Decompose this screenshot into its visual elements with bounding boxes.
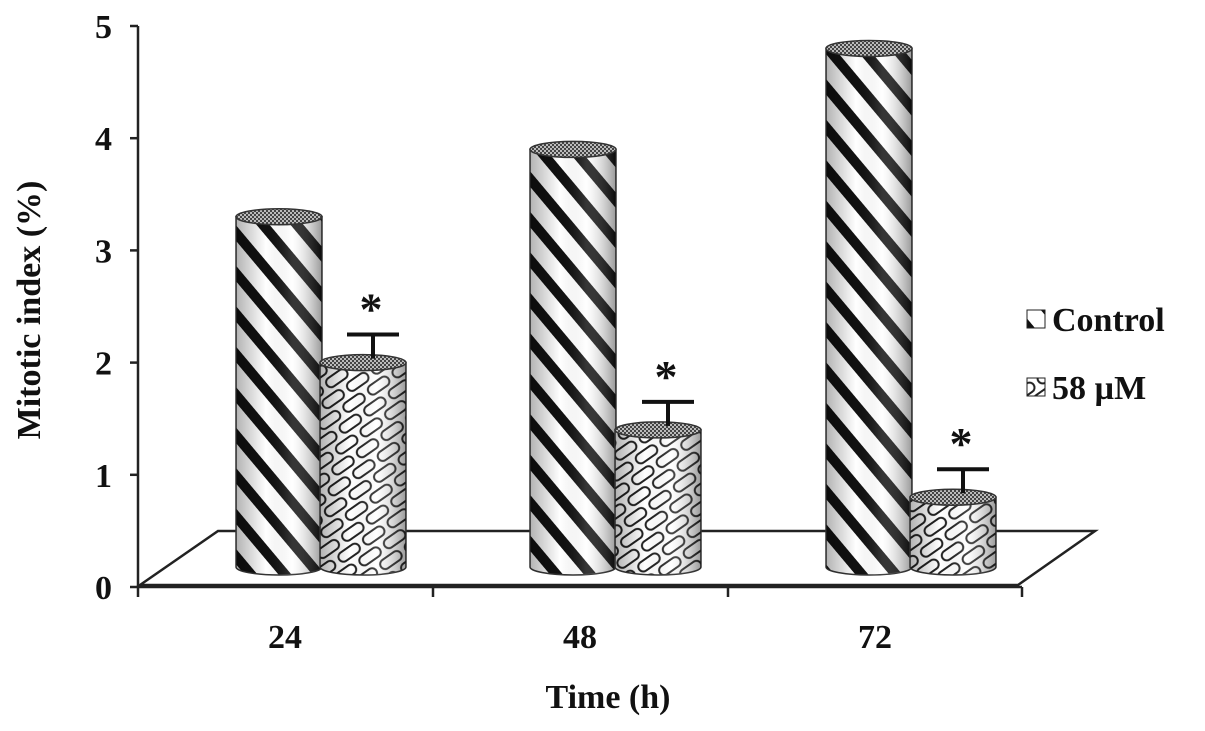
x-tick-label: 24 [268,619,302,656]
y-tick-label: 0 [95,570,112,607]
legend-label-treated: 58 µM [1052,370,1146,407]
y-tick-label: 1 [95,458,112,495]
y-tick-label: 5 [95,9,112,46]
significance-star: * [360,284,383,335]
y-tick-label: 4 [95,121,112,158]
x-axis-title: Time (h) [546,679,671,716]
y-tick-label: 3 [95,233,112,270]
bars-layer [235,39,997,576]
legend: Control 58 µM [1026,302,1165,407]
bar-control-72 [825,39,913,576]
bar-control-48 [529,140,617,576]
bar-control-24 [235,207,323,576]
error-and-significance-layer: * * * [347,284,989,494]
y-axis-ticks: 0 1 2 3 4 5 [95,9,138,607]
legend-label-control: Control [1052,302,1165,339]
legend-swatch-control [1026,309,1046,329]
x-tick-label: 72 [858,619,892,656]
significance-star: * [950,418,973,469]
bar-treated-48 [614,421,702,576]
y-tick-label: 2 [95,346,112,383]
legend-swatch-treated [1026,377,1046,397]
significance-star: * [655,351,678,402]
bar-treated-24 [319,353,407,576]
x-tick-label: 48 [563,619,597,656]
y-axis-title: Mitotic index (%) [11,181,48,440]
bar-treated-72 [909,488,997,576]
x-axis-ticks: 24 48 72 [136,587,1024,656]
